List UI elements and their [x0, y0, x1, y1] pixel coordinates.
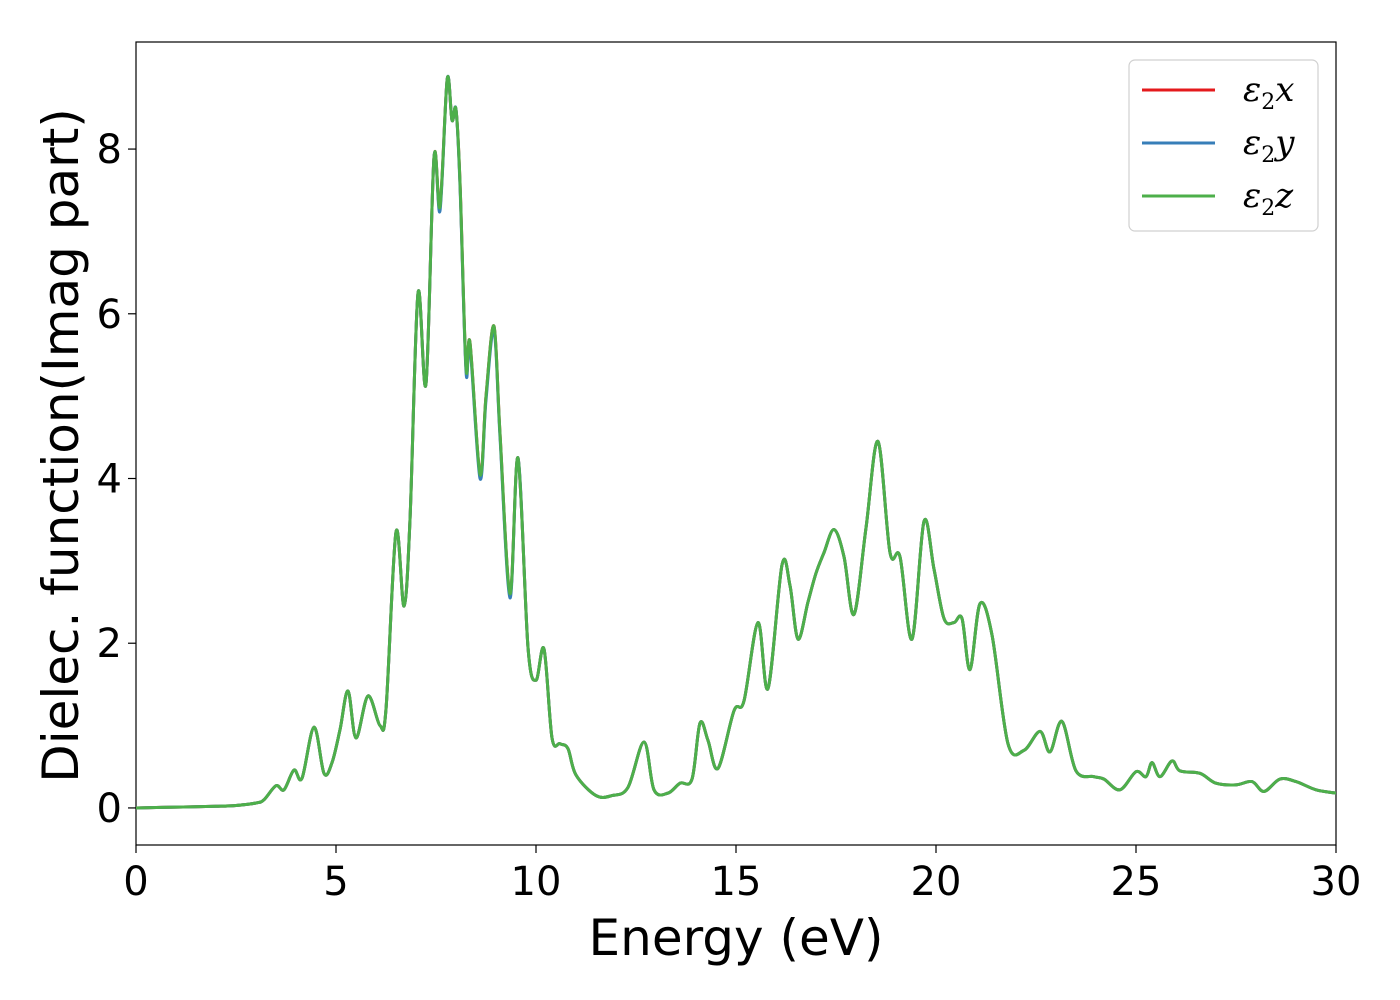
y-axis-title: Dielec. function(Imag part) [32, 108, 90, 783]
legend-box [1128, 59, 1319, 232]
x-tick-label: 20 [911, 859, 962, 905]
y-tick-label: 6 [97, 292, 122, 338]
x-tick-label: 0 [123, 859, 148, 905]
x-axis-title: Energy (eV) [589, 909, 884, 967]
x-tick-label: 25 [1111, 859, 1162, 905]
y-axis-ticks: 0 2 4 6 8 [97, 127, 136, 832]
series-line-z [136, 75, 1336, 810]
legend: ε2x ε2y ε2z [1128, 59, 1319, 232]
y-tick-label: 2 [97, 621, 122, 667]
x-tick-label: 5 [323, 859, 348, 905]
y-tick-label: 8 [97, 127, 122, 173]
x-axis-ticks: 0 5 10 15 20 25 30 [123, 845, 1361, 905]
x-tick-label: 30 [1311, 859, 1362, 905]
legend-label-x: ε2x [1243, 70, 1294, 115]
x-tick-label: 10 [511, 859, 562, 905]
y-tick-label: 4 [97, 457, 122, 503]
y-tick-label: 0 [97, 786, 122, 832]
series-layer [136, 74, 1336, 810]
legend-label-z: ε2z [1243, 176, 1294, 221]
x-tick-label: 15 [711, 859, 762, 905]
legend-label-y: ε2y [1243, 123, 1295, 168]
